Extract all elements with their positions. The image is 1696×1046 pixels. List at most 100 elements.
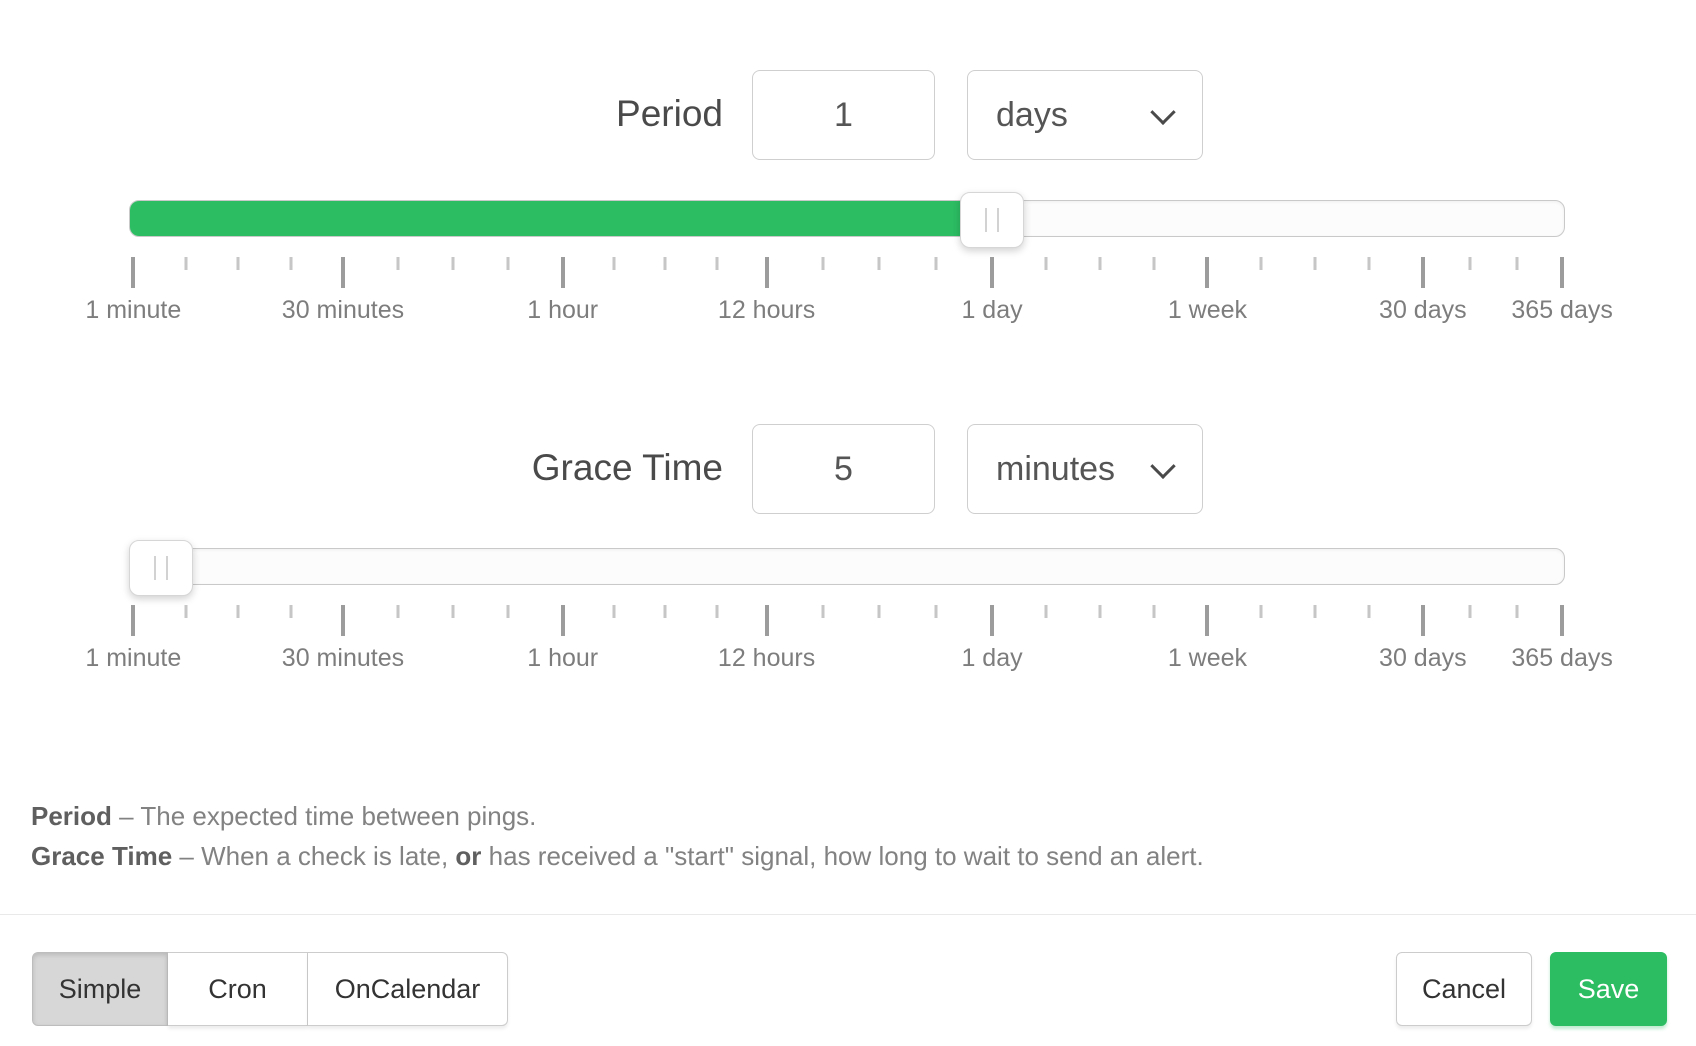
minor-tick-mark (877, 605, 881, 618)
tick-label: 12 hours (717, 644, 816, 672)
help-line: Period – The expected time between pings… (31, 801, 537, 831)
minor-tick-mark (184, 605, 188, 618)
grace-unit-select[interactable]: minutes (967, 424, 1203, 514)
help-line: Grace Time – When a check is late, or ha… (31, 841, 1204, 871)
minor-tick-mark (715, 605, 719, 618)
minor-tick-mark (612, 605, 616, 618)
minor-tick-mark (1259, 257, 1263, 270)
minor-tick-mark (1367, 605, 1371, 618)
minor-tick-mark (821, 605, 825, 618)
schedule-mode-switcher: Simple Cron OnCalendar (32, 952, 508, 1026)
major-tick-mark (1420, 605, 1425, 636)
minor-tick-mark (1468, 605, 1472, 618)
chevron-down-icon (1150, 99, 1176, 126)
cancel-button[interactable]: Cancel (1396, 952, 1532, 1026)
tick-label: 30 days (1379, 296, 1467, 324)
major-tick-mark (764, 257, 769, 288)
minor-tick-mark (451, 605, 455, 618)
save-button[interactable]: Save (1550, 952, 1667, 1026)
minor-tick-mark (1098, 257, 1102, 270)
tick-label: 1 week (1167, 644, 1248, 672)
minor-tick-mark (1044, 257, 1048, 270)
period-slider-ticks (129, 257, 1565, 289)
minor-tick-mark (1259, 605, 1263, 618)
minor-tick-mark (934, 605, 938, 618)
tick-label: 1 minute (85, 644, 182, 672)
tick-label: 30 minutes (281, 644, 405, 672)
tick-label: 30 days (1379, 644, 1467, 672)
grace-slider-tick-labels: 1 minute 30 minutes 1 hour 12 hours 1 day 1 w… (85, 644, 1613, 674)
minor-tick-mark (877, 257, 881, 270)
grace-slider-handle[interactable] (128, 540, 193, 596)
tick-label: 1 hour (527, 296, 599, 324)
period-value-input[interactable] (752, 70, 935, 160)
major-tick-mark (340, 605, 345, 636)
tick-label: 12 hours (717, 296, 816, 324)
footer-divider (0, 914, 1696, 915)
major-tick-mark (1560, 605, 1565, 636)
tick-label: 1 hour (527, 644, 599, 672)
major-tick-mark (764, 605, 769, 636)
period-slider (129, 192, 1565, 248)
major-tick-mark (1205, 605, 1210, 636)
period-slider-fill (130, 201, 992, 236)
chevron-down-icon (1150, 453, 1176, 480)
minor-tick-mark (1044, 605, 1048, 618)
minor-tick-mark (289, 257, 293, 270)
minor-tick-mark (236, 257, 240, 270)
minor-tick-mark (396, 257, 400, 270)
major-tick-mark (990, 257, 995, 288)
tick-label: 1 day (961, 296, 1023, 324)
minor-tick-mark (612, 257, 616, 270)
slider-grip-icon (985, 208, 1000, 232)
tick-label: 1 day (961, 644, 1023, 672)
major-tick-mark (990, 605, 995, 636)
help-text: Period – The expected time between pings… (31, 796, 1204, 876)
minor-tick-mark (663, 257, 667, 270)
minor-tick-mark (1313, 257, 1317, 270)
minor-tick-mark (1468, 257, 1472, 270)
grace-value-input[interactable] (752, 424, 935, 514)
grace-slider-ticks (129, 605, 1565, 637)
tick-label: 30 minutes (281, 296, 405, 324)
grace-unit-value: minutes (996, 449, 1116, 488)
major-tick-mark (1560, 257, 1565, 288)
minor-tick-mark (1313, 605, 1317, 618)
minor-tick-mark (451, 257, 455, 270)
period-slider-tick-labels: 1 minute 30 minutes 1 hour 12 hours 1 day 1 w… (85, 296, 1613, 326)
major-tick-mark (560, 605, 565, 636)
minor-tick-mark (1098, 605, 1102, 618)
period-slider-handle[interactable] (960, 192, 1025, 248)
minor-tick-mark (1515, 605, 1519, 618)
tick-label: 365 days (1511, 296, 1613, 324)
grace-slider-track[interactable] (129, 548, 1565, 585)
tick-label: 365 days (1511, 644, 1613, 672)
minor-tick-mark (1367, 257, 1371, 270)
minor-tick-mark (663, 605, 667, 618)
minor-tick-mark (184, 257, 188, 270)
period-label: Period (616, 93, 723, 134)
minor-tick-mark (236, 605, 240, 618)
tick-label: 1 minute (85, 296, 182, 324)
tick-label: 1 week (1167, 296, 1248, 324)
slider-grip-icon (153, 556, 168, 580)
minor-tick-mark (1515, 257, 1519, 270)
minor-tick-mark (506, 605, 510, 618)
minor-tick-mark (289, 605, 293, 618)
grace-time-label: Grace Time (531, 447, 723, 488)
major-tick-mark (1205, 257, 1210, 288)
minor-tick-mark (1152, 257, 1156, 270)
minor-tick-mark (1152, 605, 1156, 618)
mode-button-simple[interactable]: Simple (32, 952, 168, 1026)
major-tick-mark (1420, 257, 1425, 288)
grace-slider (128, 540, 1565, 596)
period-slider-track[interactable] (129, 200, 1565, 237)
minor-tick-mark (715, 257, 719, 270)
minor-tick-mark (934, 257, 938, 270)
minor-tick-mark (506, 257, 510, 270)
mode-button-oncalendar[interactable]: OnCalendar (308, 952, 508, 1026)
major-tick-mark (560, 257, 565, 288)
period-unit-select[interactable]: days (967, 70, 1203, 160)
mode-button-cron[interactable]: Cron (168, 952, 308, 1026)
